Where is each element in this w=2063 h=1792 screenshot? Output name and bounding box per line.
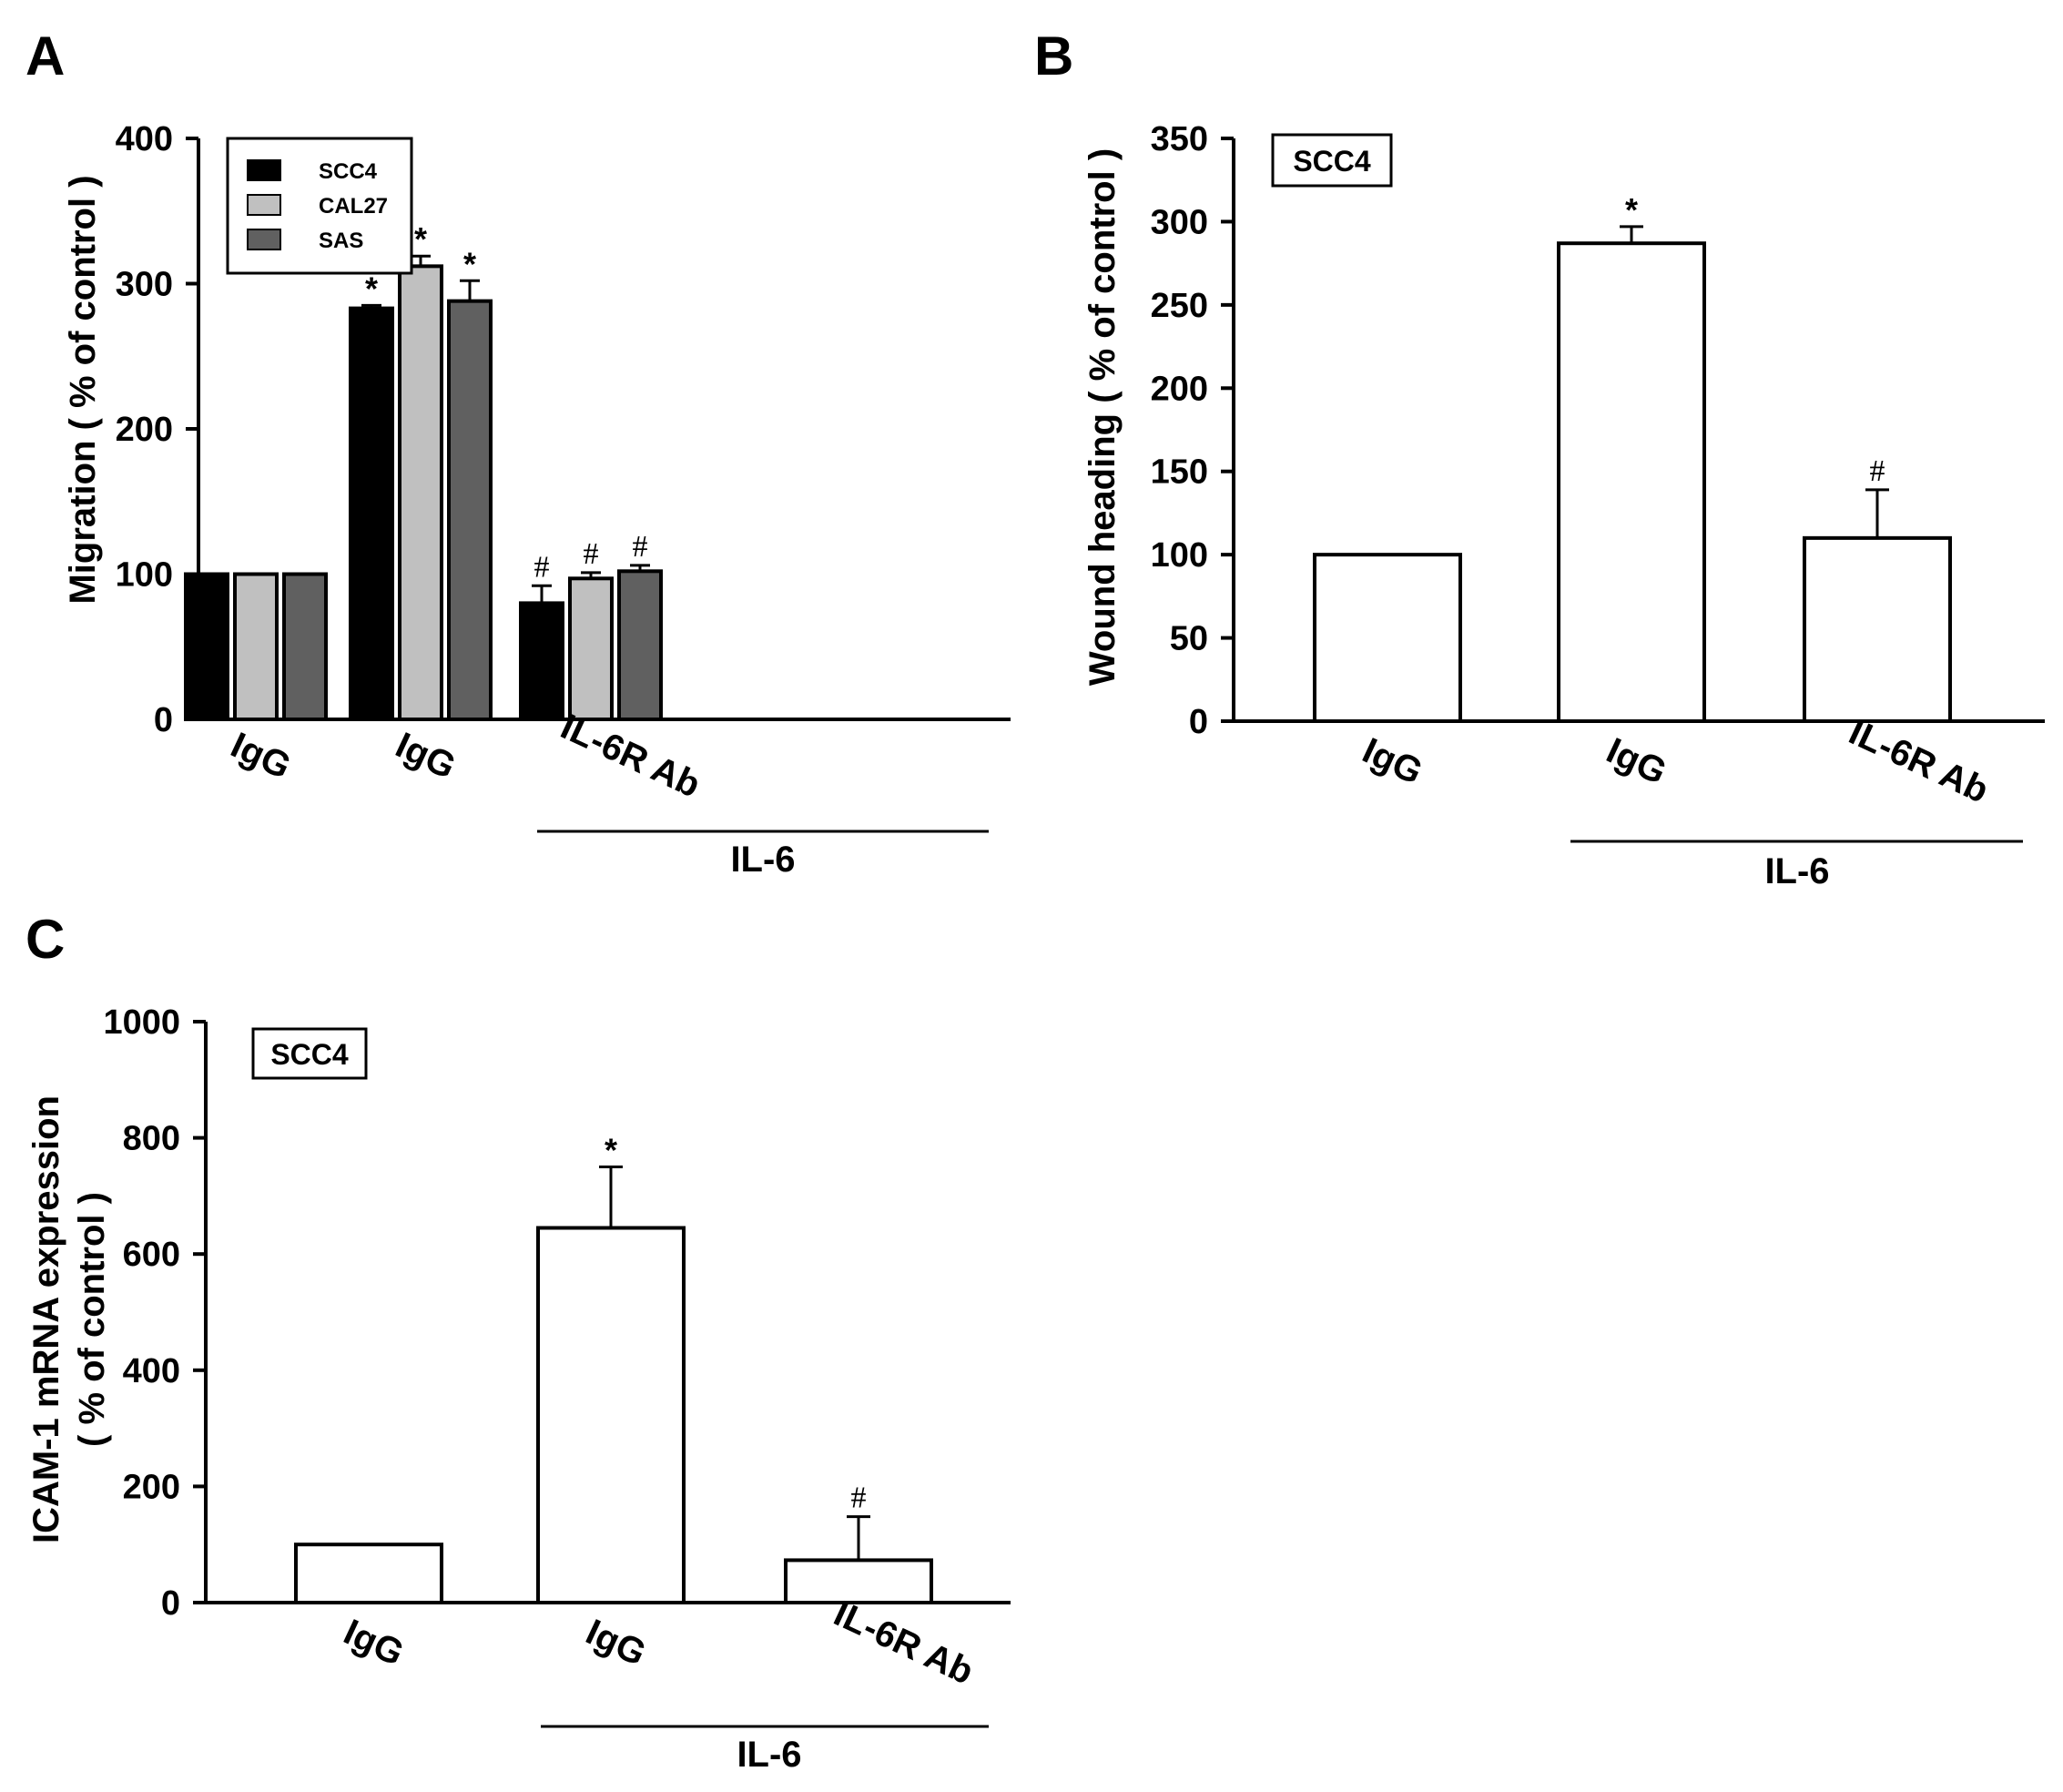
panel-c-y-axis-title-line2: ( % of control ) (72, 1192, 112, 1447)
panel-b-y-tick-label: 150 (1151, 453, 1208, 492)
panel-b-y-tick-label: 100 (1151, 536, 1208, 575)
panel-c-bars: *# (294, 1132, 933, 1605)
panel-c-y-tick-label: 600 (123, 1236, 180, 1274)
panel-a-bar-sas-0 (282, 572, 328, 721)
panel-a-bar-scc4-2 (519, 601, 564, 722)
panel-a-y-tick-label: 300 (116, 266, 173, 304)
panel-a-bar-sas-1 (447, 299, 493, 721)
panel-a-y-tick-label: 400 (116, 120, 173, 158)
panel-a-significance-marker: # (584, 537, 599, 571)
panel-b-category-label: IL-6R Ab (1843, 712, 1994, 811)
panel-b-cell-line-box (1271, 133, 1393, 188)
panel-b-cell-line-label: SCC4 (1293, 145, 1371, 178)
legend-label-cal27: CAL27 (319, 194, 388, 219)
panel-a-bar-scc4-1 (349, 306, 394, 721)
legend-swatch-scc4 (247, 159, 281, 181)
panel-b-y-tick-label: 300 (1151, 203, 1208, 241)
panel-c-y-tick-label: 200 (123, 1468, 180, 1506)
panel-a-group-label: IL-6 (730, 840, 795, 880)
panel-b-bar-scc4-2 (1803, 535, 1952, 723)
panel-letter-b: B (1034, 25, 1073, 87)
panel-b-bar-scc4-1 (1557, 241, 1706, 723)
panel-a-bar-cal27-1 (398, 264, 443, 721)
panel-a-significance-marker: # (633, 530, 648, 564)
panel-c-category-label: IL-6R Ab (828, 1593, 979, 1693)
legend-swatch-sas (247, 229, 281, 250)
panel-a-legend: SCC4 CAL27 SAS (226, 137, 413, 275)
panel-a-significance-marker: # (534, 550, 550, 584)
panel-b-y-axis-title: Wound heading ( % of control ) (1082, 148, 1123, 686)
panel-b-bars: *# (1313, 191, 1952, 724)
panel-b-category-label: IgG (1357, 730, 1428, 792)
panel-b-y-tick-label: 50 (1170, 620, 1208, 658)
panel-c-cell-line-box (251, 1027, 368, 1080)
panel-b-y-tick-label: 350 (1151, 120, 1208, 158)
panel-b-y-ticks: 0 50 100 150 200 250 300 350 (1151, 120, 1234, 741)
panel-c-bar-scc4-2 (784, 1558, 933, 1605)
panel-c-category-label: IgG (338, 1612, 410, 1674)
panel-b-y-tick-label: 200 (1151, 370, 1208, 408)
panel-c-y-tick-label: 0 (161, 1584, 180, 1623)
legend-swatch-cal27 (247, 194, 281, 216)
panel-c-y-ticks: 0 200 400 600 800 1000 (103, 1003, 206, 1623)
panel-b-bar-scc4-0 (1313, 553, 1462, 724)
panel-b-y-tick-label: 0 (1189, 703, 1208, 741)
panel-c-significance-marker: * (605, 1132, 617, 1169)
panel-c-group-label: IL-6 (737, 1735, 801, 1775)
panel-a-bars: * # * # * # (184, 220, 663, 722)
panel-c-significance-marker: # (851, 1481, 867, 1515)
legend-label-sas: SAS (319, 229, 363, 253)
panel-b-category-label: IgG (1601, 730, 1672, 792)
panel-a-y-tick-label: 200 (116, 411, 173, 449)
panel-a-y-tick-label: 100 (116, 556, 173, 595)
panel-b-group-label: IL-6 (1764, 851, 1829, 891)
panel-a-category-label: IgG (390, 725, 462, 787)
panel-b-category-labels: IgG IgG IL-6R Ab (1357, 712, 1995, 811)
panel-a-y-tick-label: 0 (154, 701, 173, 739)
panel-a-bar-cal27-0 (233, 572, 279, 721)
panel-a-significance-marker: * (365, 270, 378, 307)
panel-c-bar-scc4-0 (294, 1543, 443, 1604)
panel-a-bar-cal27-2 (568, 576, 614, 721)
panel-a-bar-scc4-0 (184, 572, 229, 721)
panel-b-significance-marker: * (1625, 191, 1638, 229)
panel-c-cell-line-label: SCC4 (270, 1038, 349, 1071)
panel-b: B Wound heading ( % of control ) 0 50 100 1… (1034, 25, 2045, 891)
panel-c-category-label: IgG (580, 1612, 652, 1674)
legend-label-scc4: SCC4 (319, 159, 378, 184)
panel-c-y-axis-title: ICAM-1 mRNA expression (26, 1095, 66, 1543)
panel-a-category-label: IL-6R Ab (554, 707, 706, 806)
panel-a-significance-marker: * (463, 245, 476, 282)
panel-c-y-tick-label: 400 (123, 1352, 180, 1390)
panel-b-y-tick-label: 250 (1151, 287, 1208, 325)
panel-b-significance-marker: # (1870, 454, 1885, 488)
panel-letter-a: A (25, 25, 65, 87)
panel-a-y-axis-title: Migration ( % of control ) (63, 175, 103, 604)
panel-a: A Migration ( % of control ) 0 100 200 300 4… (25, 25, 1011, 880)
panel-c-y-tick-label: 800 (123, 1120, 180, 1158)
panel-c: C ICAM-1 mRNA expression ( % of control … (25, 909, 1011, 1775)
panel-a-significance-marker: * (414, 220, 427, 258)
panel-a-bar-sas-2 (617, 569, 663, 721)
panel-c-category-labels: IgG IgG IL-6R Ab (338, 1593, 980, 1693)
panel-a-category-label: IgG (225, 725, 297, 787)
panel-c-y-tick-label: 1000 (103, 1003, 180, 1042)
panel-letter-c: C (25, 909, 65, 970)
panel-a-category-labels: IgG IgG IL-6R Ab (225, 707, 706, 806)
panel-c-bar-scc4-1 (536, 1226, 686, 1604)
